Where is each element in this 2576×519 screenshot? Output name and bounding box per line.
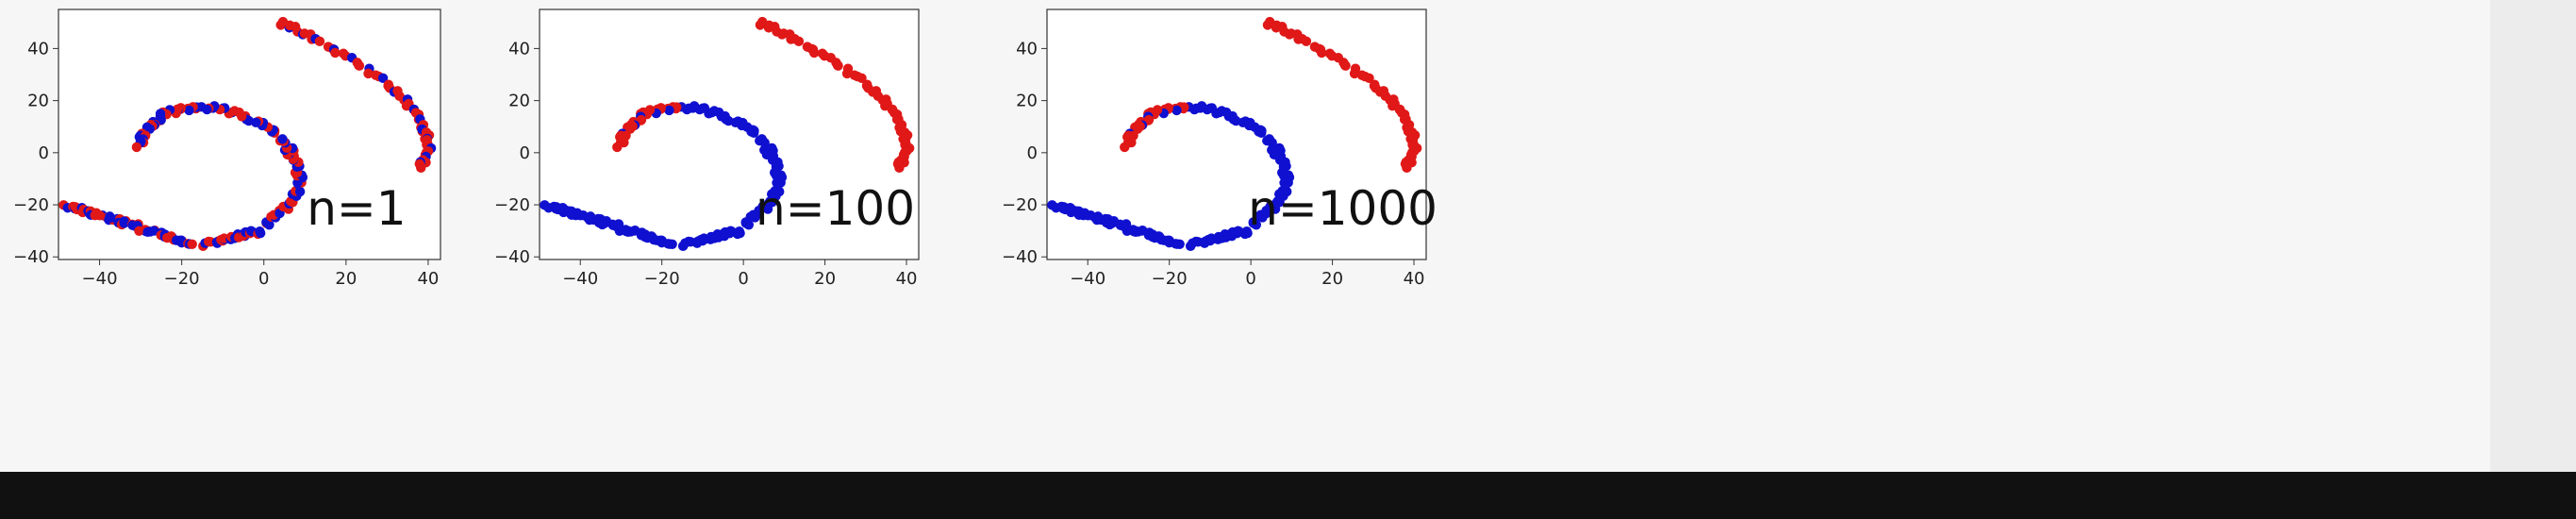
page-margin xyxy=(2490,0,2576,472)
data-point xyxy=(1364,73,1374,83)
data-point xyxy=(664,105,674,116)
data-point xyxy=(667,239,677,249)
x-tick-label: −20 xyxy=(164,269,200,289)
data-point xyxy=(612,142,623,153)
x-tick-label: −20 xyxy=(644,269,680,289)
x-tick-label: −40 xyxy=(562,269,598,289)
data-point xyxy=(255,227,266,239)
data-point xyxy=(94,210,105,221)
data-point xyxy=(756,134,767,144)
scatter-panel-2: −40 −20 0 20 40 −40 −20 0 20 40 n=100 xyxy=(494,8,920,289)
data-point xyxy=(377,73,389,83)
x-tick-label: 0 xyxy=(738,269,748,289)
bottom-bar xyxy=(0,472,2576,519)
data-point xyxy=(1316,47,1327,59)
n-annotation: n=100 xyxy=(756,181,915,236)
x-tick-label: −40 xyxy=(1070,269,1105,289)
data-point xyxy=(277,134,288,144)
y-tick-label: 0 xyxy=(1027,143,1038,163)
data-point xyxy=(1340,60,1351,71)
y-tick-label: −40 xyxy=(494,247,530,267)
data-point xyxy=(1264,134,1274,144)
y-tick-label: 0 xyxy=(520,143,530,163)
y-tick-label: −20 xyxy=(13,195,49,215)
x-tick-label: −20 xyxy=(1152,269,1188,289)
y-tick-label: −40 xyxy=(13,247,49,267)
x-tick-label: 20 xyxy=(814,269,836,289)
data-point xyxy=(1106,218,1118,228)
data-point xyxy=(1262,20,1273,30)
x-tick-label: −40 xyxy=(82,269,118,289)
data-point xyxy=(1174,239,1185,249)
data-point xyxy=(833,60,843,71)
scatter-panel-3: −40 −20 0 20 40 −40 −20 0 20 40 n=1000 xyxy=(1002,8,1438,289)
data-point xyxy=(1242,227,1253,239)
figure: −40 −20 0 20 40 −40 −20 0 20 40 n=1 −40 −20 0 20 40 −40−… xyxy=(13,8,1438,289)
data-point xyxy=(1402,162,1412,174)
y-tick-label: 0 xyxy=(39,143,49,163)
data-point xyxy=(755,20,766,30)
data-point xyxy=(275,20,286,30)
x-tick-label: 20 xyxy=(1321,269,1343,289)
data-point xyxy=(1388,100,1398,111)
y-tick-label: −40 xyxy=(1002,247,1038,267)
data-point xyxy=(599,218,610,228)
data-point xyxy=(354,60,365,71)
y-tick-label: 40 xyxy=(1016,39,1038,59)
y-tick-label: −20 xyxy=(494,195,530,215)
data-point xyxy=(363,68,374,79)
data-point xyxy=(880,100,890,111)
x-tick-label: 0 xyxy=(1245,269,1255,289)
n-annotation: n=1 xyxy=(307,181,406,236)
y-tick-label: 40 xyxy=(27,39,49,59)
scatter-panel-1: −40 −20 0 20 40 −40 −20 0 20 40 n=1 xyxy=(13,8,441,289)
data-point xyxy=(841,68,853,79)
data-point xyxy=(149,226,159,236)
data-point xyxy=(894,162,905,174)
data-point xyxy=(735,227,745,239)
data-point xyxy=(1301,36,1312,47)
data-point xyxy=(187,239,197,249)
y-tick-label: 20 xyxy=(1016,92,1038,111)
data-point xyxy=(856,73,867,83)
data-point xyxy=(330,47,341,59)
data-point xyxy=(1120,142,1130,153)
x-tick-label: 20 xyxy=(335,269,357,289)
data-point xyxy=(416,162,426,174)
x-tick-label: 40 xyxy=(1404,269,1425,289)
data-point xyxy=(131,142,142,153)
data-point xyxy=(1137,226,1147,236)
x-tick-label: 40 xyxy=(896,269,918,289)
data-point xyxy=(808,47,820,59)
x-tick-label: 40 xyxy=(417,269,439,289)
data-point xyxy=(314,36,325,47)
data-point xyxy=(1349,68,1360,79)
n-annotation: n=1000 xyxy=(1248,181,1438,236)
data-point xyxy=(401,100,412,111)
data-point xyxy=(119,218,129,228)
y-tick-label: 40 xyxy=(508,39,530,59)
y-tick-label: −20 xyxy=(1002,195,1038,215)
data-point xyxy=(1172,105,1182,116)
x-tick-label: 0 xyxy=(258,269,269,289)
y-tick-label: 20 xyxy=(508,92,530,111)
data-point xyxy=(793,36,805,47)
data-point xyxy=(184,105,194,116)
y-tick-label: 20 xyxy=(27,92,49,111)
data-point xyxy=(629,226,640,236)
